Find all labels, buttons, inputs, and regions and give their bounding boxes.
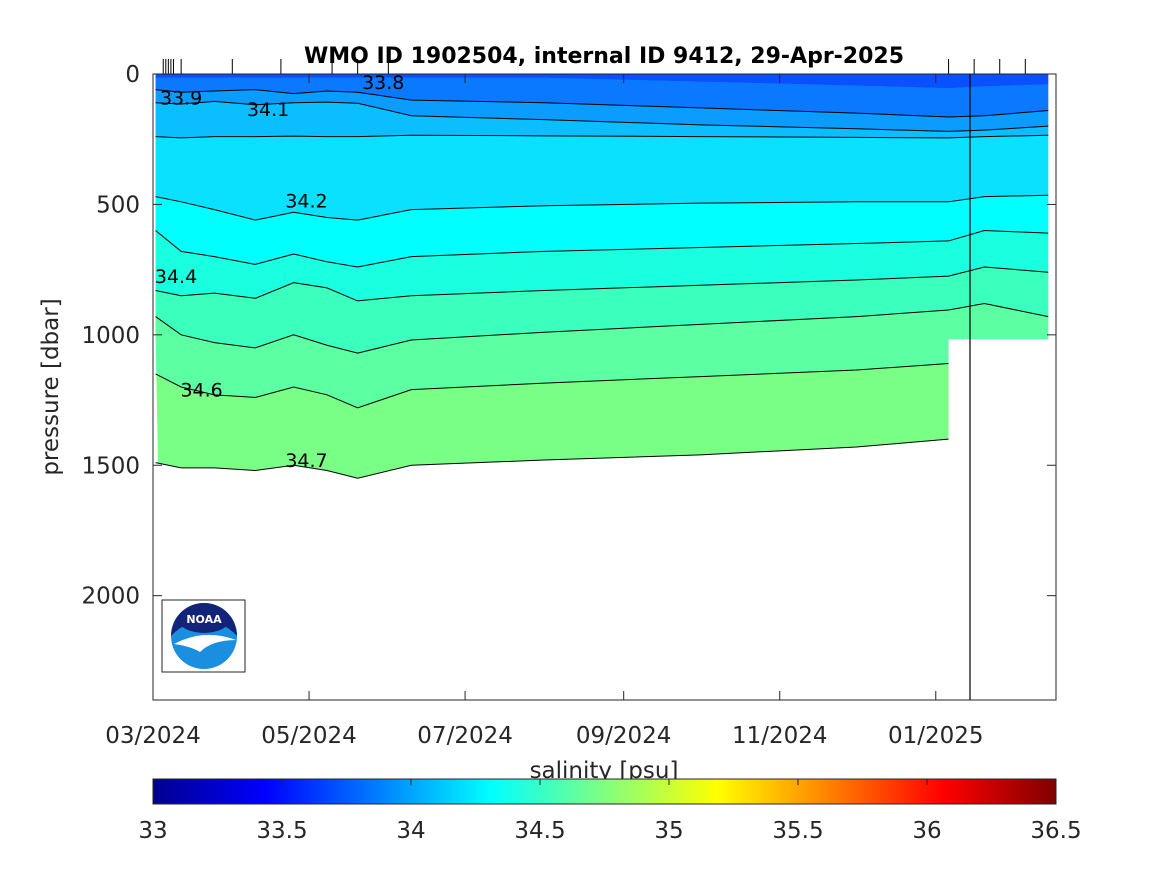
chart-title: WMO ID 1902504, internal ID 9412, 29-Apr… bbox=[304, 44, 904, 69]
contour-line bbox=[155, 229, 1049, 268]
y-tick-label: 2000 bbox=[81, 584, 140, 610]
colorbar-tick-label: 36 bbox=[912, 818, 941, 844]
contour-label: 33.8 bbox=[362, 72, 404, 94]
y-axis: 0 500 1000 1500 2000 bbox=[81, 62, 1056, 610]
contour-line bbox=[155, 134, 1049, 139]
y-tick-label: 1000 bbox=[81, 323, 140, 349]
contour-line bbox=[155, 194, 1049, 221]
y-tick-label: 1500 bbox=[81, 453, 140, 479]
x-tick-label: 01/2025 bbox=[888, 723, 984, 749]
x-tick-label: 03/2024 bbox=[105, 723, 201, 749]
colorbar-tick-label: 34 bbox=[396, 818, 425, 844]
contour-line bbox=[155, 438, 949, 479]
colorbar-tick-label: 33.5 bbox=[256, 818, 307, 844]
colorbar-tick-label: 36.5 bbox=[1030, 818, 1081, 844]
colorbar-tick-label: 35.5 bbox=[772, 818, 823, 844]
contour-label: 34.6 bbox=[180, 380, 222, 402]
noaa-logo-text: NOAA bbox=[186, 613, 222, 626]
colorbar-tick-label: 35 bbox=[654, 818, 683, 844]
x-tick-label: 11/2024 bbox=[732, 723, 828, 749]
x-tick-label: 09/2024 bbox=[576, 723, 672, 749]
contour-label: 34.4 bbox=[155, 266, 197, 288]
x-axis: 03/2024 05/2024 07/2024 09/2024 11/2024 01/20… bbox=[105, 74, 984, 749]
x-tick-label: 07/2024 bbox=[417, 723, 513, 749]
salinity-bands bbox=[155, 74, 1049, 479]
colorbar bbox=[152, 778, 1057, 805]
contour-label: 34.7 bbox=[285, 450, 327, 472]
colorbar-tick-label: 34.5 bbox=[514, 818, 565, 844]
contour-line bbox=[155, 89, 1049, 118]
colorbar-ticks: 33 33.5 34 34.5 35 35.5 36 36.5 bbox=[138, 779, 1082, 844]
contour-label: 34.1 bbox=[247, 99, 289, 121]
noaa-logo: NOAA bbox=[161, 599, 246, 673]
axes-box bbox=[152, 73, 1057, 701]
contour-line bbox=[155, 100, 1049, 132]
contour-line bbox=[155, 303, 1049, 354]
contour-labels: 33.9 33.8 34.1 34.2 34.4 34.6 34.7 bbox=[155, 72, 405, 472]
y-axis-label: pressure [dbar] bbox=[38, 298, 64, 475]
profile-ticks bbox=[162, 59, 1026, 74]
contour-line bbox=[155, 266, 1049, 302]
contour-lines bbox=[155, 89, 1049, 479]
y-tick-label: 500 bbox=[96, 192, 140, 218]
contour-line bbox=[155, 363, 949, 409]
colorbar-tick-label: 33 bbox=[138, 818, 167, 844]
y-tick-label: 0 bbox=[125, 62, 140, 88]
x-tick-label: 05/2024 bbox=[261, 723, 357, 749]
contour-label: 34.2 bbox=[285, 191, 327, 213]
contour-label: 33.9 bbox=[160, 87, 202, 109]
